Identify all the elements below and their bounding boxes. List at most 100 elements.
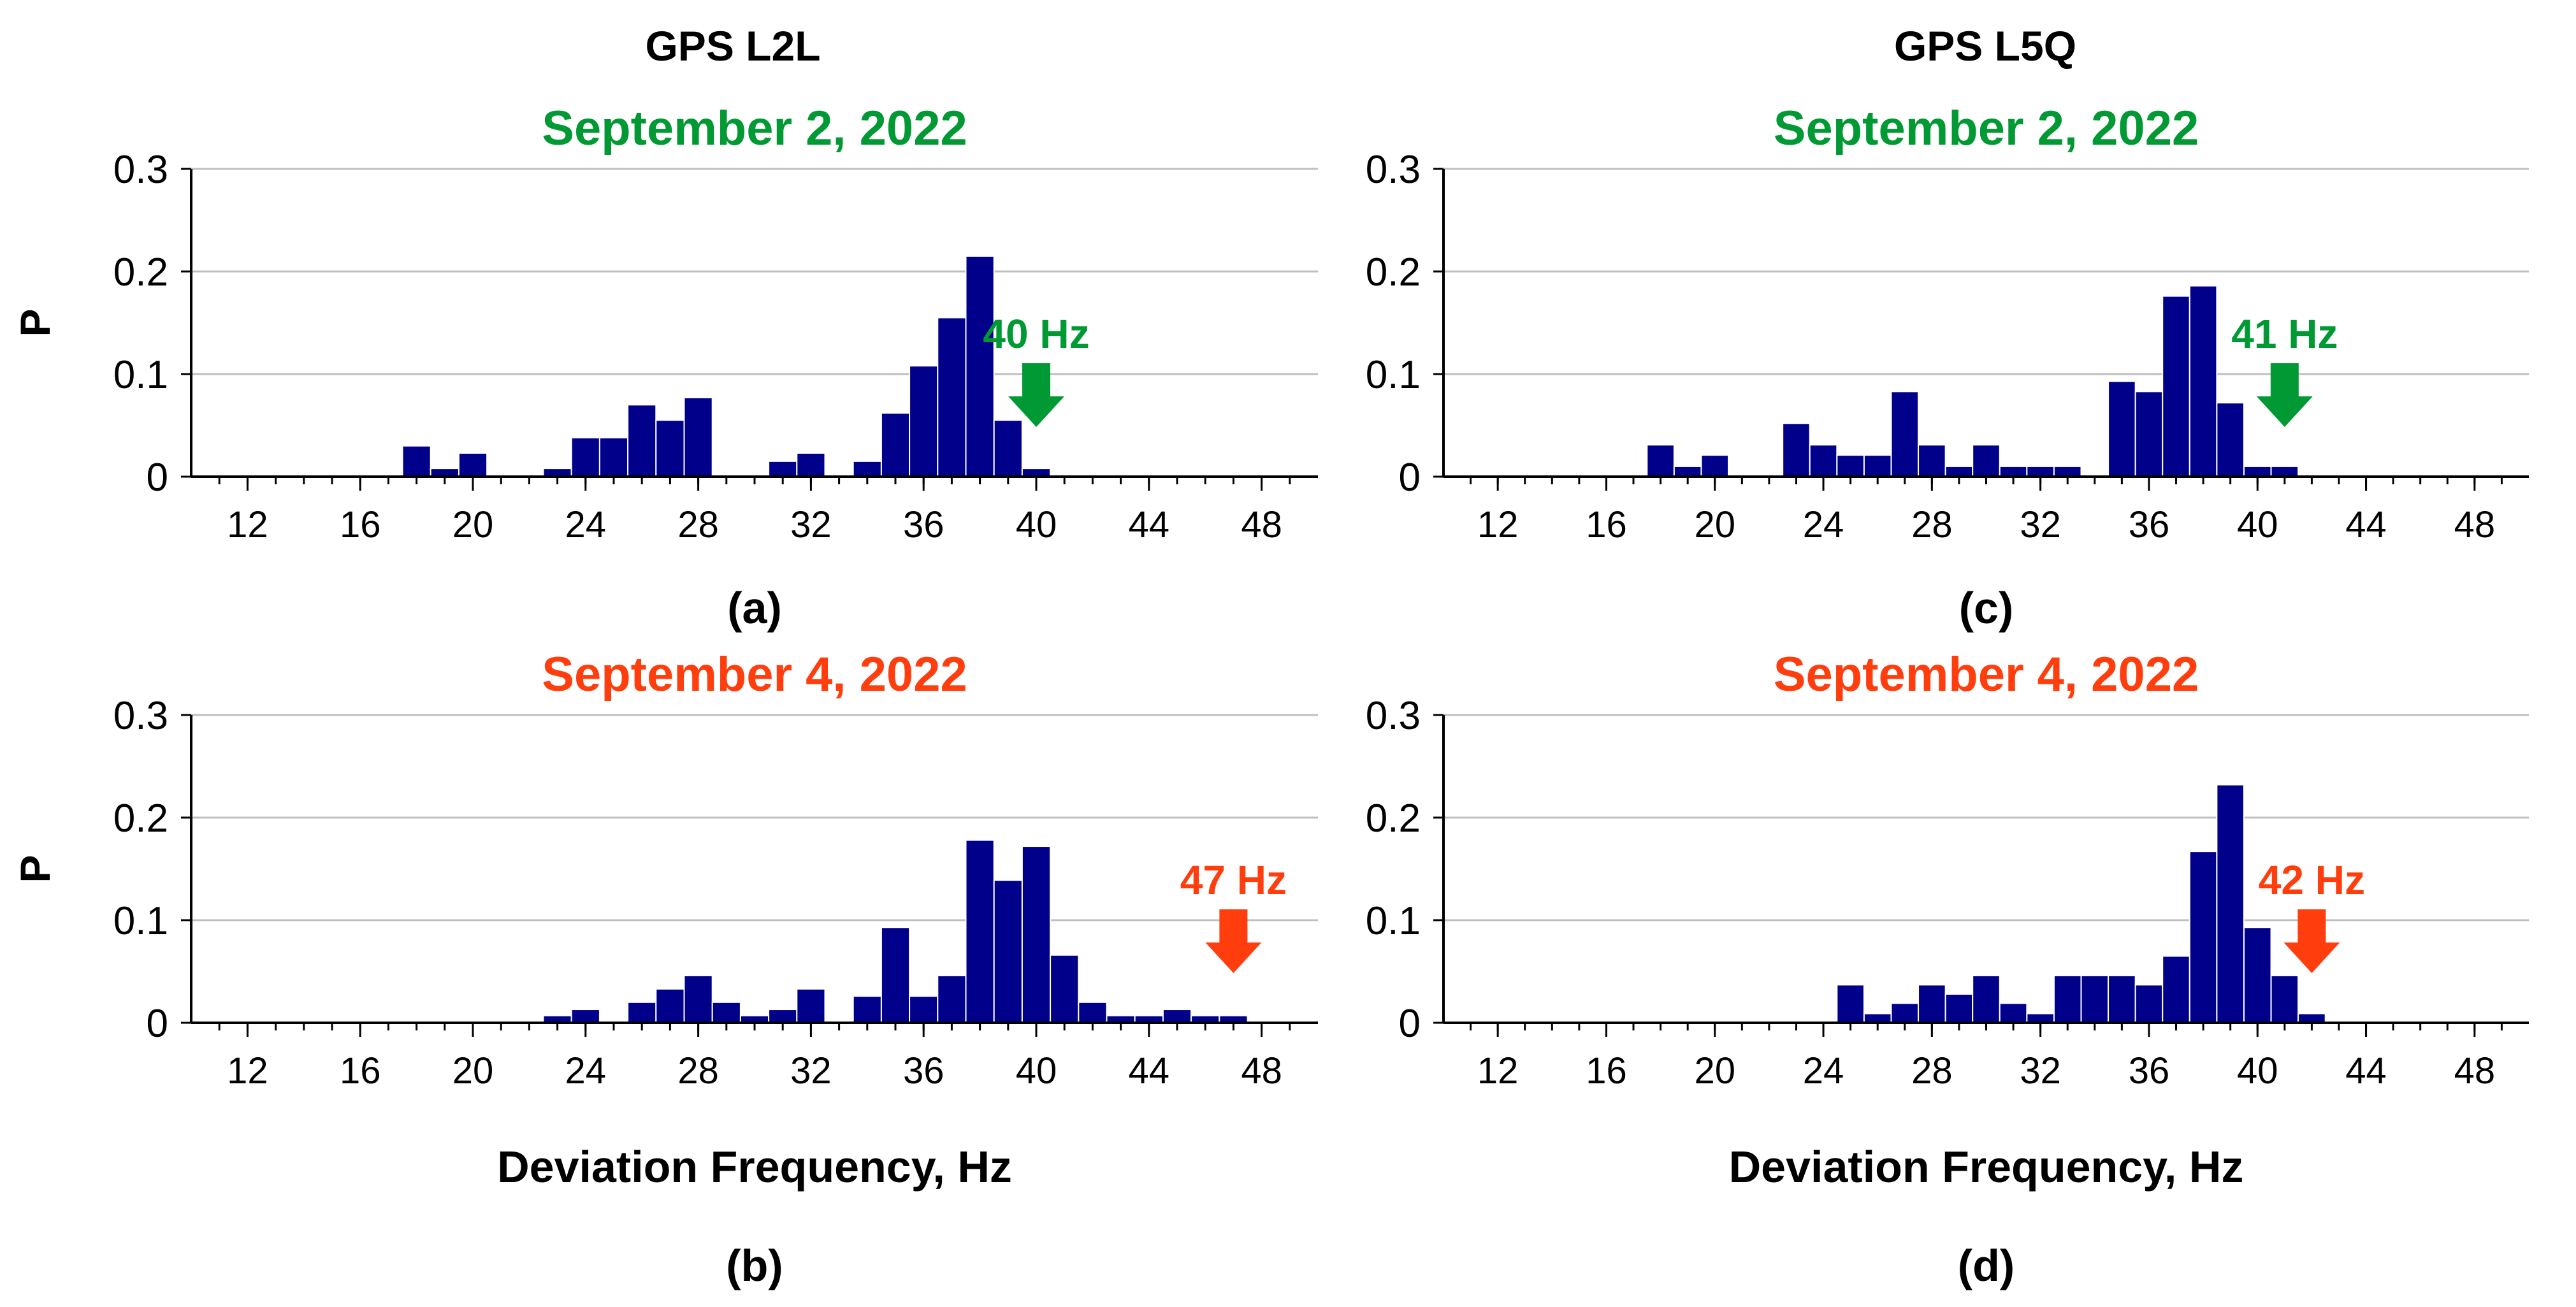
annotation-arrow-icon — [1205, 909, 1262, 973]
x-tick-label: 40 — [1016, 1050, 1057, 1092]
panel-b: 12 16 20 24 28 32 36 40 44 48 0 0.1 0.2 0.3 September … — [11, 647, 1318, 1290]
x-axis-label: Deviation Frequency, Hz — [1729, 1142, 2244, 1192]
x-tick-label: 28 — [1911, 1050, 1953, 1092]
bar-37hz — [937, 974, 967, 1023]
bar-38hz — [965, 839, 995, 1024]
panels: 12 16 20 24 28 32 36 40 44 48 0 0.1 0.2 0.3 September … — [11, 101, 2529, 1290]
x-tick-label: 16 — [340, 504, 381, 545]
bar-40hz — [2243, 465, 2272, 478]
x-tick-label: 44 — [1129, 1050, 1170, 1092]
bar-40hz — [1021, 846, 1052, 1023]
bar-27hz — [1890, 1002, 1920, 1024]
x-tick-label: 48 — [1241, 504, 1282, 545]
x-tick-label: 24 — [565, 504, 607, 545]
bar-41hz — [1050, 954, 1080, 1023]
x-tick-label: 48 — [2454, 504, 2496, 545]
x-tick-label: 44 — [2345, 1050, 2387, 1092]
y-axis-label: P — [11, 308, 59, 336]
panel-title: September 4, 2022 — [542, 647, 967, 702]
bar-38hz — [2189, 285, 2218, 477]
y-tick-label: 0.3 — [1366, 694, 1421, 738]
annotation-label: 47 Hz — [1180, 857, 1287, 903]
bar-45hz — [1162, 1009, 1192, 1023]
x-tick-label: 16 — [1586, 504, 1627, 545]
bar-28hz — [683, 974, 713, 1023]
bar-31hz — [768, 1009, 798, 1023]
y-tick-label: 0 — [1399, 1002, 1421, 1046]
bar-37hz — [2162, 295, 2190, 477]
bar-35hz — [2108, 974, 2136, 1023]
bar-27hz — [1890, 391, 1920, 477]
x-tick-label: 24 — [1803, 1050, 1844, 1092]
bar-32hz — [2026, 465, 2055, 478]
annotation-arrow-icon — [2283, 909, 2340, 973]
x-tick-label: 12 — [227, 1050, 268, 1092]
bar-41hz — [2270, 465, 2299, 478]
bar-35hz — [2108, 380, 2136, 478]
panel-title: September 2, 2022 — [1774, 101, 2199, 155]
column-title-left: GPS L2L — [645, 22, 820, 69]
bar-42hz — [1078, 1001, 1108, 1024]
annotation-label: 40 Hz — [983, 311, 1089, 357]
bar-35hz — [880, 927, 911, 1024]
panel-title: September 2, 2022 — [542, 101, 967, 155]
bar-28hz — [1918, 444, 1946, 478]
y-tick-label: 0 — [1399, 456, 1421, 500]
bar-40hz — [2243, 927, 2272, 1024]
x-axis-label: Deviation Frequency, Hz — [497, 1142, 1012, 1192]
bar-33hz — [2053, 465, 2082, 478]
bar-33hz — [2053, 974, 2082, 1023]
y-tick-label: 0.3 — [113, 148, 168, 192]
annotation-label: 42 Hz — [2259, 857, 2365, 903]
bar-26hz — [1863, 454, 1892, 478]
bar-32hz — [2026, 1013, 2055, 1024]
bar-25hz — [598, 437, 629, 478]
bar-36hz — [2134, 391, 2164, 477]
bar-27hz — [655, 988, 685, 1023]
x-tick-label: 36 — [2129, 1050, 2170, 1092]
bar-25hz — [1836, 984, 1865, 1024]
bar-36hz — [2134, 984, 2164, 1024]
bar-24hz — [1809, 444, 1838, 478]
bar-18hz — [402, 445, 431, 478]
x-tick-label: 20 — [1694, 1050, 1735, 1092]
panel-label: (c) — [1959, 583, 2014, 633]
y-axis-label: P — [11, 855, 59, 883]
bar-20hz — [1700, 454, 1730, 478]
x-tick-label: 20 — [452, 504, 494, 545]
x-tick-label: 12 — [1477, 1050, 1519, 1092]
bar-39hz — [993, 879, 1023, 1023]
bar-28hz — [683, 397, 713, 478]
x-tick-label: 16 — [1586, 1050, 1627, 1092]
y-tick-label: 0.2 — [113, 250, 168, 294]
bar-35hz — [880, 412, 911, 477]
bar-23hz — [1782, 422, 1811, 478]
bar-18hz — [1646, 444, 1675, 478]
bar-19hz — [1673, 465, 1702, 478]
y-tick-label: 0.3 — [113, 694, 168, 738]
x-tick-label: 36 — [903, 1050, 944, 1092]
bar-34hz — [2080, 974, 2109, 1023]
bar-39hz — [993, 419, 1023, 478]
bar-41hz — [2270, 974, 2299, 1023]
bar-31hz — [768, 460, 798, 477]
y-tick-label: 0.1 — [1366, 353, 1421, 397]
bar-30hz — [1972, 444, 2001, 478]
x-tick-label: 24 — [1803, 504, 1844, 545]
bar-29hz — [1944, 465, 1974, 478]
bar-30hz — [1972, 974, 2001, 1023]
x-tick-label: 20 — [452, 1050, 494, 1092]
x-tick-label: 24 — [565, 1050, 607, 1092]
y-tick-label: 0.2 — [1366, 250, 1421, 294]
bar-42hz — [2297, 1013, 2326, 1024]
panel-a: 12 16 20 24 28 32 36 40 44 48 0 0.1 0.2 0.3 September … — [11, 101, 1318, 633]
panel-title: September 4, 2022 — [1774, 647, 2199, 702]
bar-29hz — [711, 1001, 741, 1024]
panel-label: (b) — [726, 1241, 783, 1290]
x-tick-label: 44 — [2345, 504, 2387, 545]
y-tick-label: 0.1 — [1366, 899, 1421, 943]
annotation-arrow-icon — [2256, 363, 2313, 427]
panel-c: 12 16 20 24 28 32 36 40 44 48 0 0.1 0.2 0.3 September … — [1366, 101, 2529, 633]
bar-26hz — [627, 404, 657, 477]
